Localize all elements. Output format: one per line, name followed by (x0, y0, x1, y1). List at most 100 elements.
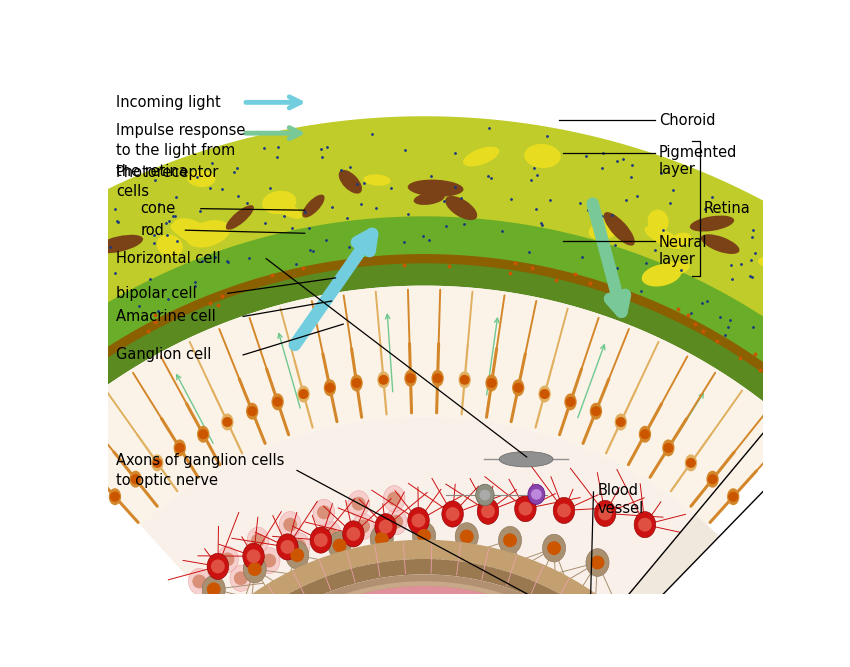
Polygon shape (794, 390, 832, 426)
Circle shape (503, 534, 517, 547)
Circle shape (565, 397, 575, 407)
Polygon shape (594, 610, 633, 650)
Circle shape (273, 397, 283, 407)
Ellipse shape (811, 274, 845, 305)
Ellipse shape (538, 386, 551, 402)
Circle shape (152, 458, 162, 468)
Ellipse shape (658, 261, 689, 276)
Ellipse shape (590, 403, 602, 420)
Ellipse shape (246, 403, 258, 420)
Ellipse shape (758, 255, 790, 268)
Ellipse shape (639, 426, 651, 443)
Ellipse shape (156, 234, 183, 257)
Circle shape (198, 430, 208, 440)
Circle shape (686, 458, 696, 468)
Text: Photoreceptor
cells: Photoreceptor cells (116, 165, 219, 199)
Circle shape (221, 552, 235, 566)
Ellipse shape (414, 192, 445, 205)
Circle shape (246, 550, 260, 563)
Ellipse shape (528, 484, 545, 504)
Polygon shape (7, 216, 841, 408)
Circle shape (460, 375, 470, 385)
Circle shape (298, 389, 309, 399)
Ellipse shape (672, 233, 692, 246)
Polygon shape (0, 116, 850, 408)
Circle shape (280, 540, 294, 554)
Circle shape (388, 492, 401, 506)
Text: Pigmented
layer: Pigmented layer (659, 145, 737, 177)
Ellipse shape (662, 440, 675, 456)
Ellipse shape (564, 394, 576, 410)
Circle shape (615, 417, 626, 427)
Circle shape (728, 492, 738, 502)
Polygon shape (616, 515, 719, 625)
Circle shape (251, 534, 265, 547)
Circle shape (283, 518, 298, 532)
Circle shape (378, 520, 393, 534)
Ellipse shape (727, 488, 740, 505)
Polygon shape (246, 574, 602, 667)
Ellipse shape (338, 170, 362, 193)
Circle shape (207, 592, 221, 606)
Polygon shape (275, 586, 574, 646)
Ellipse shape (371, 525, 394, 553)
Ellipse shape (615, 414, 627, 430)
Ellipse shape (512, 380, 524, 396)
Polygon shape (35, 259, 813, 428)
Circle shape (207, 582, 221, 596)
Circle shape (324, 528, 337, 542)
Ellipse shape (320, 522, 342, 548)
Circle shape (707, 474, 717, 484)
Ellipse shape (458, 372, 471, 388)
Circle shape (598, 506, 612, 520)
Circle shape (248, 562, 262, 576)
Ellipse shape (258, 548, 280, 574)
Ellipse shape (477, 498, 499, 524)
Circle shape (479, 490, 490, 500)
Ellipse shape (690, 215, 734, 231)
Ellipse shape (151, 454, 163, 472)
Circle shape (378, 375, 388, 385)
Ellipse shape (604, 212, 635, 245)
Ellipse shape (594, 500, 616, 526)
Ellipse shape (352, 514, 374, 540)
Polygon shape (224, 540, 625, 631)
Circle shape (352, 378, 361, 388)
Polygon shape (572, 636, 609, 667)
Circle shape (317, 506, 331, 520)
Circle shape (557, 504, 571, 518)
Circle shape (223, 417, 232, 427)
Circle shape (131, 474, 140, 484)
Ellipse shape (247, 527, 269, 554)
Text: Retina: Retina (704, 201, 751, 216)
Polygon shape (32, 254, 816, 412)
Ellipse shape (553, 498, 575, 524)
Ellipse shape (324, 380, 336, 396)
Circle shape (460, 530, 473, 544)
Circle shape (292, 539, 306, 553)
Text: Axons of ganglion cells
to optic nerve: Axons of ganglion cells to optic nerve (116, 453, 285, 488)
Text: Impulse response
to the light from
the retina: Impulse response to the light from the r… (116, 123, 246, 179)
Text: Blood
vessel: Blood vessel (598, 484, 643, 516)
Polygon shape (53, 285, 795, 526)
Text: Amacrine cell: Amacrine cell (116, 309, 216, 324)
Circle shape (332, 538, 347, 552)
Circle shape (325, 383, 335, 393)
Ellipse shape (432, 370, 444, 387)
Ellipse shape (586, 549, 609, 576)
Polygon shape (141, 417, 707, 617)
Ellipse shape (634, 512, 655, 538)
Ellipse shape (348, 491, 370, 517)
Polygon shape (779, 394, 830, 443)
Circle shape (175, 443, 184, 453)
Ellipse shape (644, 226, 683, 249)
Ellipse shape (207, 554, 229, 580)
Ellipse shape (463, 147, 499, 166)
Ellipse shape (648, 209, 669, 233)
Circle shape (405, 374, 416, 384)
Ellipse shape (385, 509, 407, 535)
Ellipse shape (197, 426, 209, 443)
Circle shape (486, 378, 496, 388)
Circle shape (513, 383, 524, 393)
Ellipse shape (186, 220, 230, 247)
